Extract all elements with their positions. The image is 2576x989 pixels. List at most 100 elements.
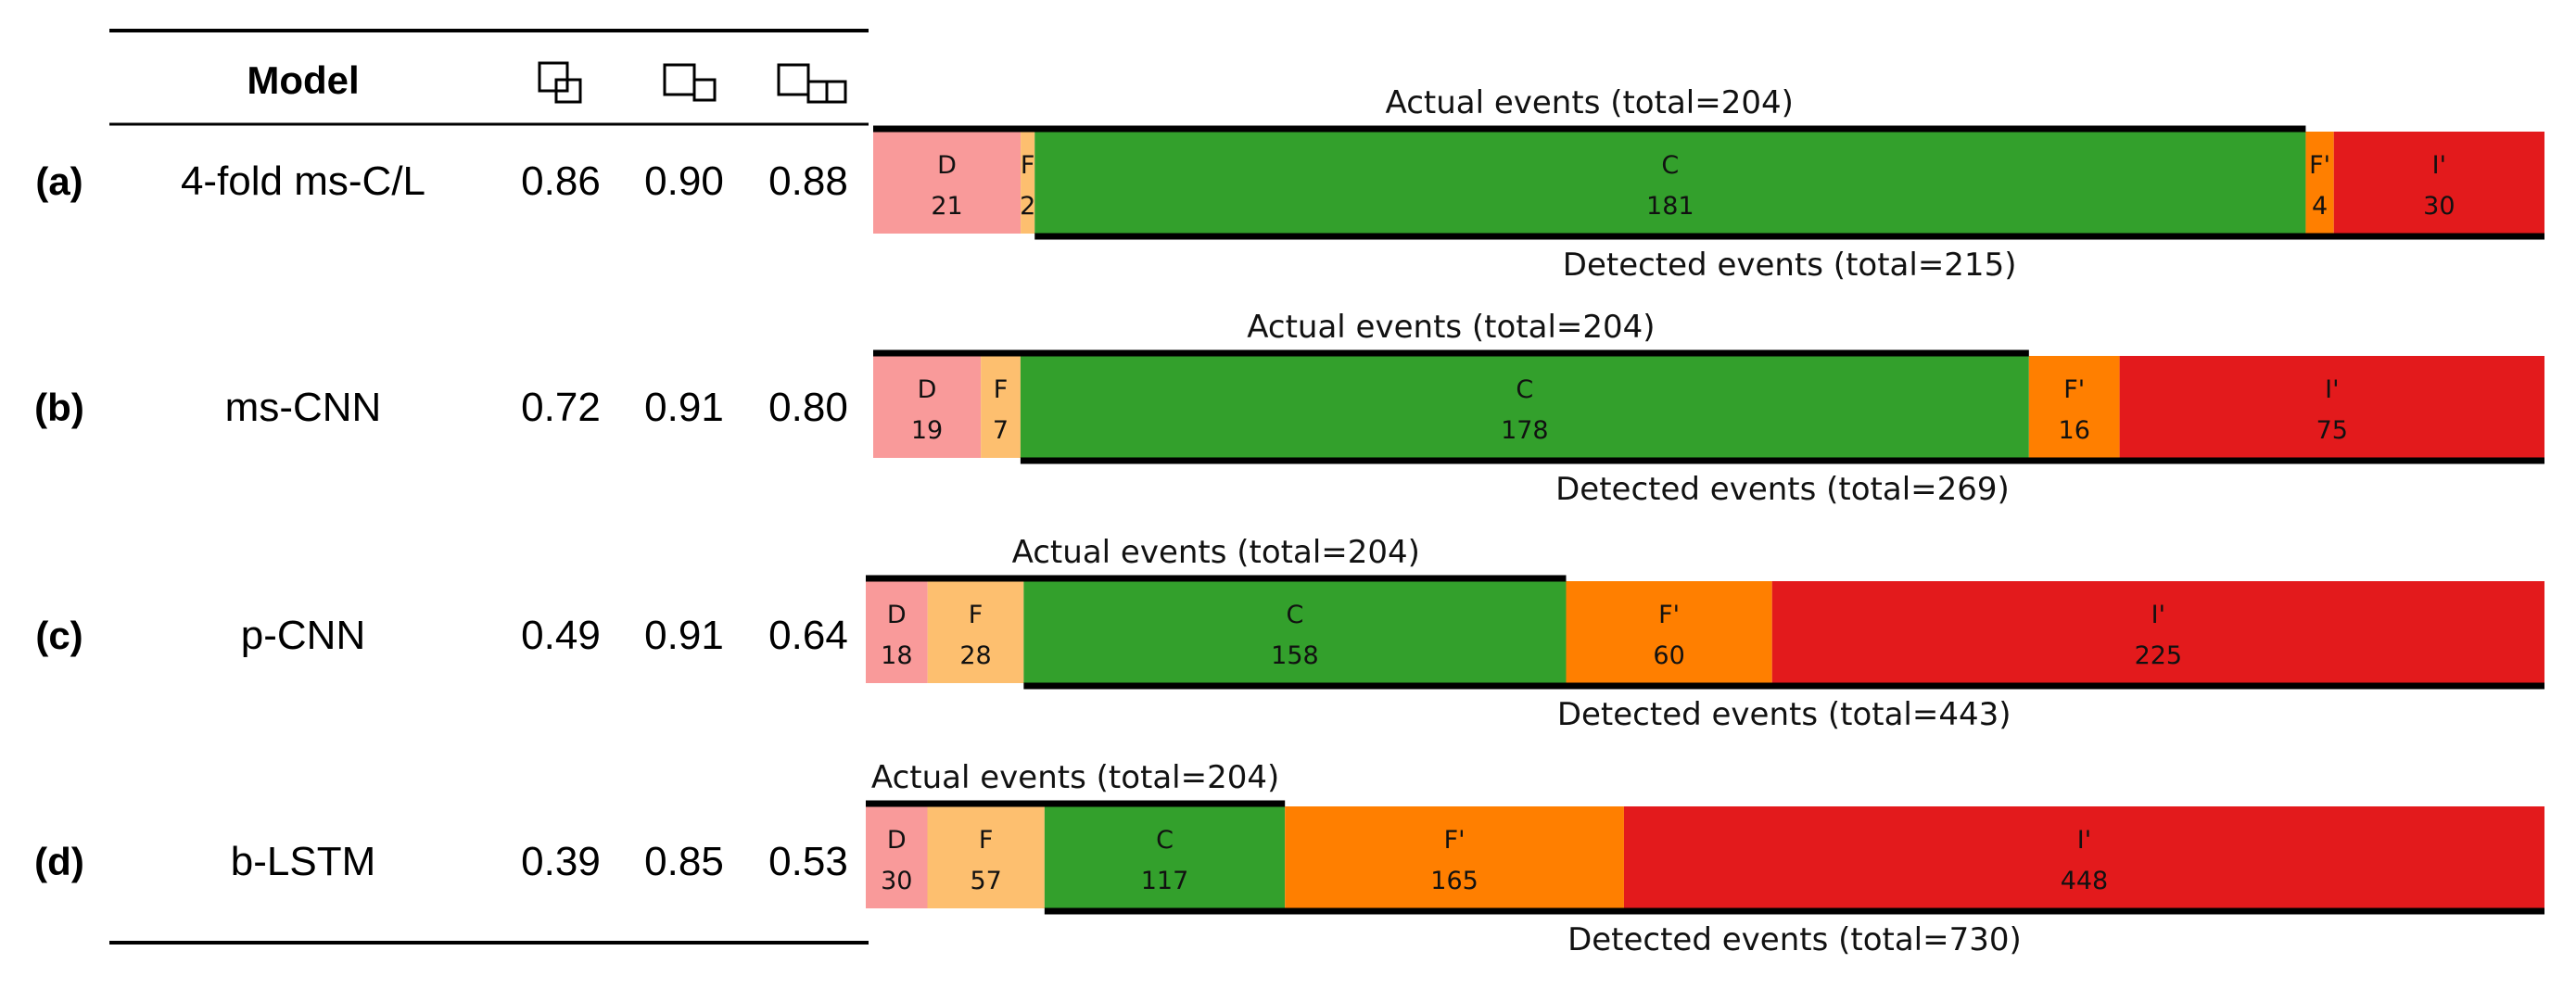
segment-category-label: I' [2151,601,2165,629]
table-rows: (a) 4-fold ms-C/L 0.86 0.90 0.88 (b) ms-CNN 0.7… [34,158,848,884]
table-row: (a) 4-fold ms-C/L 0.86 0.90 0.88 [35,158,847,204]
detected-events-label: Detected events (total=215) [1563,247,2017,284]
bar-segment [2028,356,2120,458]
segment-category-label: D [887,826,907,855]
model-name: p-CNN [241,613,365,658]
segment-value-label: 165 [1430,867,1478,895]
segment-category-label: F [979,826,994,855]
segment-category-label: D [918,375,937,404]
segment-category-label: C [1156,826,1174,855]
recall-value: 0.91 [644,385,724,430]
segment-category-label: F' [2063,375,2085,404]
bar-segment [866,806,928,908]
segment-value-label: 18 [881,641,912,670]
bar-segment [873,356,982,458]
precision-value: 0.39 [521,839,601,884]
actual-events-label: Actual events (total=204) [1247,309,1655,346]
stacked-bars: D 21 F 2 C 181 F' 4 I' 30 Actual events (total=204… [866,84,2544,958]
row-label: (d) [34,840,84,883]
recall-value: 0.91 [644,613,724,658]
precision-icon [538,61,582,104]
model-column-header: Model [247,58,359,102]
bar-group-2: D 19 F 7 C 178 F' 16 I' 75 Actual events (total=20… [873,309,2544,508]
precision-value: 0.86 [521,158,601,204]
bar-segment [1044,806,1286,908]
bar-segment [1623,806,2544,908]
detected-events-label: Detected events (total=269) [1555,471,2010,508]
actual-events-label: Actual events (total=204) [1012,534,1420,571]
actual-events-label: Actual events (total=204) [1386,84,1794,121]
segment-category-label: I' [2432,151,2446,180]
segment-value-label: 19 [911,416,943,445]
bar-segment [866,581,928,683]
table-row: (c) p-CNN 0.49 0.91 0.64 [35,613,847,658]
segment-value-label: 57 [970,867,1001,895]
bar-segment [2119,356,2544,458]
f1-value: 0.88 [768,158,848,204]
bar-segment [1023,581,1567,683]
model-name: b-LSTM [231,839,375,884]
segment-category-label: I' [2325,375,2339,404]
segment-value-label: 75 [2316,416,2348,445]
bar-segment [1021,132,1035,234]
segment-value-label: 178 [1501,416,1549,445]
bar-segment [927,581,1024,683]
bar-segment [927,806,1045,908]
bar-group-3: D 18 F 28 C 158 F' 60 I' 225 Actual events (total=… [866,534,2544,733]
bar-segment [2333,132,2544,234]
segment-value-label: 225 [2135,641,2183,670]
model-name: ms-CNN [225,385,382,430]
segment-category-label: C [1661,151,1679,180]
segment-value-label: 30 [2423,192,2455,221]
segment-category-label: F' [1658,601,1680,629]
segment-category-label: D [937,151,957,180]
bar-segment [1020,356,2029,458]
table-row: (d) b-LSTM 0.39 0.85 0.53 [34,839,848,884]
recall-value: 0.85 [644,839,724,884]
segment-value-label: 30 [881,867,912,895]
bar-segment [1285,806,1624,908]
actual-events-label: Actual events (total=204) [871,759,1279,796]
recall-icon [663,63,717,102]
segment-category-label: C [1287,601,1304,629]
segment-value-label: 4 [2312,192,2328,221]
f1-value: 0.53 [768,839,848,884]
detected-events-label: Detected events (total=443) [1557,696,2011,733]
bar-segment [1034,132,2306,234]
segment-category-label: F [1021,151,1035,180]
segment-value-label: 7 [993,416,1009,445]
segment-value-label: 181 [1646,192,1694,221]
row-label: (a) [35,159,82,203]
precision-value: 0.72 [521,385,601,430]
bar-group-4: D 30 F 57 C 117 F' 165 I' 448 Actual events (total… [866,759,2544,958]
f1-value: 0.64 [768,613,848,658]
segment-category-label: F [994,375,1009,404]
segment-category-label: F [969,601,983,629]
row-label: (b) [34,386,84,429]
segment-value-label: 21 [931,192,962,221]
f1-icon [777,63,847,104]
segment-value-label: 2 [1020,192,1035,221]
recall-value: 0.90 [644,158,724,204]
table-row: (b) ms-CNN 0.72 0.91 0.80 [34,385,848,430]
row-label: (c) [35,614,82,657]
segment-value-label: 448 [2061,867,2109,895]
bar-segment [1771,581,2544,683]
segment-category-label: F' [1444,826,1466,855]
segment-category-label: D [887,601,907,629]
detected-events-label: Detected events (total=730) [1567,921,2022,958]
bar-segment [1566,581,1772,683]
bar-segment [981,356,1021,458]
bar-group-1: D 21 F 2 C 181 F' 4 I' 30 Actual events (total=204… [873,84,2544,284]
bar-segment [2305,132,2334,234]
segment-category-label: I' [2077,826,2091,855]
segment-category-label: F' [2309,151,2330,180]
segment-value-label: 16 [2059,416,2090,445]
segment-value-label: 117 [1141,867,1189,895]
precision-value: 0.49 [521,613,601,658]
segment-value-label: 158 [1271,641,1319,670]
bar-segment [873,132,1022,234]
segment-value-label: 60 [1653,641,1684,670]
